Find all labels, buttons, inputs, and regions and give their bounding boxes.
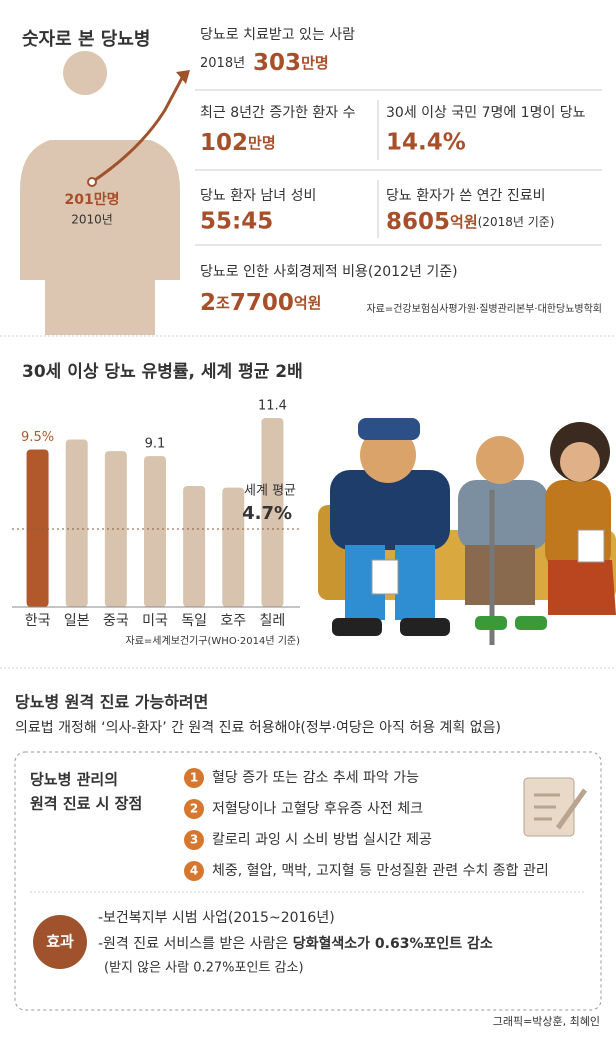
value-label: 11.4 xyxy=(258,398,287,413)
advantage-list: 1 혈당 증가 또는 감소 추세 파악 가능 2 저혈당이나 고혈당 후유증 사전 체… xyxy=(184,768,549,881)
stat-label: 당뇨 환자가 쓴 연간 진료비 xyxy=(386,188,545,204)
stat-note: (2018년 기준) xyxy=(478,215,555,229)
effect-text: -원격 진료 서비스를 받은 사람은 당화혈색소가 0.63%포인트 감소 xyxy=(98,935,493,952)
bar xyxy=(144,456,166,607)
stat-value: 2조7700억원 xyxy=(200,290,321,316)
trend-arrow xyxy=(91,77,184,184)
start-year: 2010년 xyxy=(71,213,113,227)
item-number: 3 xyxy=(190,833,198,847)
chart-source: 자료=세계보건기구(WHO·2014년 기준) xyxy=(126,635,301,647)
bar xyxy=(222,487,245,607)
effect-note: (받지 않은 사람 0.27%포인트 감소) xyxy=(104,961,304,976)
stat-number: 7700 xyxy=(230,290,294,316)
item-badge xyxy=(184,768,204,788)
source: 자료=건강보험심사평가원·질병관리본부·대한당뇨병학회 xyxy=(366,303,602,315)
stat-label: 당뇨로 치료받고 있는 사람 xyxy=(200,27,355,43)
stat-number: 55:45 xyxy=(200,209,273,235)
x-tick-label: 미국 xyxy=(142,613,168,629)
bar xyxy=(65,439,88,607)
effect-label: 효과 xyxy=(46,933,74,951)
chart-title: 30세 이상 당뇨 유병률, 세계 평균 2배 xyxy=(22,362,303,382)
value-label: 9.1 xyxy=(145,437,166,452)
effect-highlight: 당화혈색소가 0.63%포인트 감소 xyxy=(293,935,493,952)
start-dot xyxy=(87,177,97,187)
item-number: 4 xyxy=(190,864,198,878)
stat-unit: 만명 xyxy=(301,54,329,72)
stat-unit: 억원 xyxy=(294,294,322,312)
item-number: 1 xyxy=(190,771,198,785)
item-text: 저혈당이나 고혈당 후유증 사전 체크 xyxy=(212,801,423,817)
reference-label: 세계 평균 xyxy=(244,484,296,499)
stat-number: 2 xyxy=(200,290,216,316)
x-tick-label: 독일 xyxy=(181,613,207,629)
value-label: 9.5% xyxy=(21,430,54,445)
item-text: 혈당 증가 또는 감소 추세 파악 가능 xyxy=(212,770,419,786)
section-subtitle: 의료법 개정해 ‘의사-환자’ 간 원격 진료 허용해야(정부·여당은 아직 허… xyxy=(15,720,501,736)
bar-chart: 30세 이상 당뇨 유병률, 세계 평균 2배 자료=세계보건기구(WHO·20… xyxy=(12,362,303,647)
stat-label: 당뇨 환자 남녀 성비 xyxy=(200,188,316,204)
credit: 그래픽=박상훈, 최혜인 xyxy=(493,1015,600,1028)
bar xyxy=(183,485,206,607)
effect-text: -보건복지부 시범 사업(2015~2016년) xyxy=(98,910,335,926)
stat-value: 8605억원(2018년 기준) xyxy=(386,209,554,235)
stat-unit: 억원 xyxy=(450,213,478,231)
stat-label: 당뇨로 인한 사회경제적 비용(2012년 기준) xyxy=(200,264,458,280)
stat-label: 30세 이상 국민 7명에 1명이 당뇨 xyxy=(386,105,586,121)
item-text: 칼로리 과잉 시 소비 방법 실시간 제공 xyxy=(212,832,432,848)
stat-unit: 조 xyxy=(216,294,230,312)
start-value: 201만명 xyxy=(65,191,120,208)
stat-label: 최근 8년간 증가한 환자 수 xyxy=(200,105,356,121)
arrow-head xyxy=(176,70,190,84)
illustration xyxy=(318,418,616,645)
item-badge xyxy=(184,799,204,819)
info-box xyxy=(14,751,602,1011)
x-tick-label: 한국 xyxy=(25,613,51,629)
effect-text: -원격 진료 서비스를 받은 사람은 xyxy=(98,936,293,952)
x-tick-label: 일본 xyxy=(64,613,90,629)
stat-number: 14.4% xyxy=(386,130,466,156)
bar xyxy=(261,417,284,607)
x-tick-label: 호주 xyxy=(220,613,246,629)
stat-number: 102 xyxy=(200,130,248,156)
item-badge xyxy=(184,830,204,850)
section-title: 당뇨병 원격 진료 가능하려면 xyxy=(15,693,208,712)
effect-badge xyxy=(33,915,87,969)
x-tick-label: 중국 xyxy=(103,613,129,629)
box-title: 원격 진료 시 장점 xyxy=(30,795,142,813)
stat-unit: 만명 xyxy=(248,134,276,152)
bar xyxy=(104,451,127,607)
bar xyxy=(26,449,49,607)
box-title: 당뇨병 관리의 xyxy=(30,771,118,789)
item-number: 2 xyxy=(190,802,198,816)
stat-value: 2018년 303만명 xyxy=(200,50,329,76)
body-silhouette xyxy=(20,51,180,335)
item-badge xyxy=(184,861,204,881)
stat-year: 2018년 xyxy=(200,56,245,71)
item-text: 체중, 혈압, 맥박, 고지혈 등 만성질환 관련 수치 종합 관리 xyxy=(212,863,549,879)
stat-value: 102만명 xyxy=(200,130,276,156)
stat-number: 8605 xyxy=(386,209,450,235)
reference-value: 4.7% xyxy=(242,503,292,524)
stat-number: 303 xyxy=(253,50,301,76)
title: 숫자로 본 당뇨병 xyxy=(22,29,150,50)
clipboard-icon xyxy=(523,777,588,837)
x-tick-label: 칠레 xyxy=(260,613,286,629)
